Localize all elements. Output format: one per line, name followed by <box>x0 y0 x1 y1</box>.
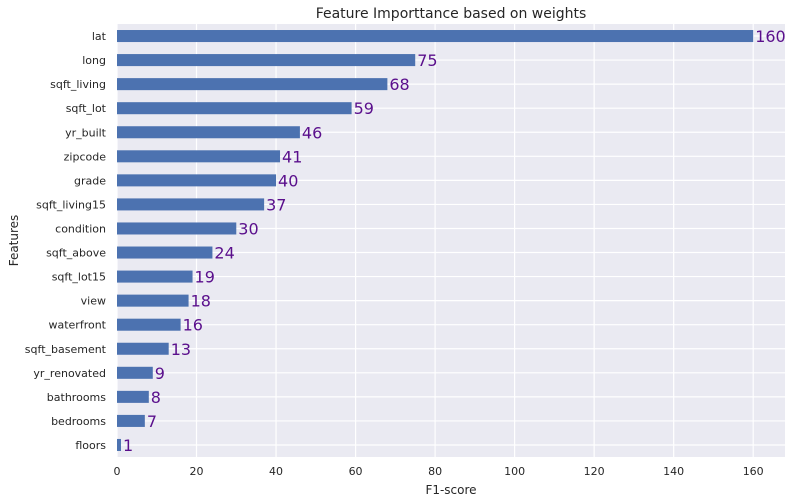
y-tick-label-sqft_living15: sqft_living15 <box>36 198 106 211</box>
y-tick-label-sqft_lot15: sqft_lot15 <box>52 271 106 284</box>
data-label-zipcode: 41 <box>282 147 302 166</box>
bar-sqft_living15 <box>117 198 265 211</box>
bar-zipcode <box>117 150 281 163</box>
chart-title: Feature Importtance based on weights <box>316 6 587 22</box>
bar-view <box>117 294 189 307</box>
bars-group <box>117 30 754 451</box>
bar-sqft_basement <box>117 342 169 355</box>
bar-sqft_living <box>117 78 388 91</box>
y-tick-label-bathrooms: bathrooms <box>47 391 106 404</box>
y-tick-label-bedrooms: bedrooms <box>51 415 106 428</box>
bar-grade <box>117 174 277 187</box>
data-label-sqft_basement: 13 <box>171 340 191 359</box>
x-tick-label: 100 <box>504 465 525 478</box>
data-label-sqft_living: 68 <box>389 75 409 94</box>
y-tick-label-grade: grade <box>74 174 106 187</box>
y-tick-label-waterfront: waterfront <box>48 319 106 332</box>
data-label-waterfront: 16 <box>183 316 203 335</box>
x-tick-label: 60 <box>349 465 363 478</box>
bar-bathrooms <box>117 390 149 403</box>
bar-lat <box>117 30 754 43</box>
bar-bedrooms <box>117 414 145 427</box>
x-tick-label: 0 <box>114 465 121 478</box>
data-label-sqft_lot15: 19 <box>195 268 215 287</box>
x-tick-label: 40 <box>269 465 283 478</box>
x-tick-label: 140 <box>663 465 684 478</box>
data-label-yr_renovated: 9 <box>155 364 165 383</box>
data-label-sqft_above: 24 <box>214 244 234 263</box>
bar-yr_renovated <box>117 366 153 379</box>
data-label-floors: 1 <box>123 436 133 455</box>
data-label-condition: 30 <box>238 219 258 238</box>
data-label-sqft_living15: 37 <box>266 195 286 214</box>
bar-long <box>117 54 416 67</box>
bar-condition <box>117 222 237 235</box>
y-tick-label-lat: lat <box>92 30 107 43</box>
bar-waterfront <box>117 318 181 331</box>
data-label-long: 75 <box>417 51 437 70</box>
bar-sqft_lot <box>117 102 352 115</box>
y-tick-label-view: view <box>81 295 106 308</box>
y-tick-label-sqft_above: sqft_above <box>46 247 106 260</box>
bar-floors <box>117 438 121 451</box>
y-tick-labels: lat long sqft_living sqft_lot yr_builtzipcod… <box>25 30 107 452</box>
x-tick-label: 80 <box>428 465 442 478</box>
y-tick-label-sqft_lot: sqft_lot <box>66 102 107 115</box>
bar-sqft_above <box>117 246 213 259</box>
y-axis-label: Features <box>7 215 21 267</box>
x-tick-labels: 0 20 40 60 80 100 120 140 160 <box>114 465 764 478</box>
y-tick-label-floors: floors <box>75 439 106 452</box>
y-tick-label-condition: condition <box>55 222 106 235</box>
x-tick-label: 20 <box>190 465 204 478</box>
bar-sqft_lot15 <box>117 270 193 283</box>
data-label-view: 18 <box>191 292 211 311</box>
data-label-bathrooms: 8 <box>151 388 161 407</box>
y-tick-label-long: long <box>82 54 106 67</box>
data-label-lat: 160 <box>755 27 786 46</box>
x-axis-label: F1-score <box>425 483 476 497</box>
x-tick-label: 120 <box>584 465 605 478</box>
y-tick-label-sqft_basement: sqft_basement <box>25 343 107 356</box>
x-tick-label: 160 <box>743 465 764 478</box>
data-label-grade: 40 <box>278 171 298 190</box>
y-tick-label-yr_built: yr_built <box>65 126 107 139</box>
y-tick-label-sqft_living: sqft_living <box>50 78 106 91</box>
y-tick-label-zipcode: zipcode <box>64 150 107 163</box>
data-label-sqft_lot: 59 <box>354 99 374 118</box>
data-label-yr_built: 46 <box>302 123 322 142</box>
bar-yr_built <box>117 126 300 139</box>
data-label-bedrooms: 7 <box>147 412 157 431</box>
y-tick-label-yr_renovated: yr_renovated <box>33 367 106 380</box>
